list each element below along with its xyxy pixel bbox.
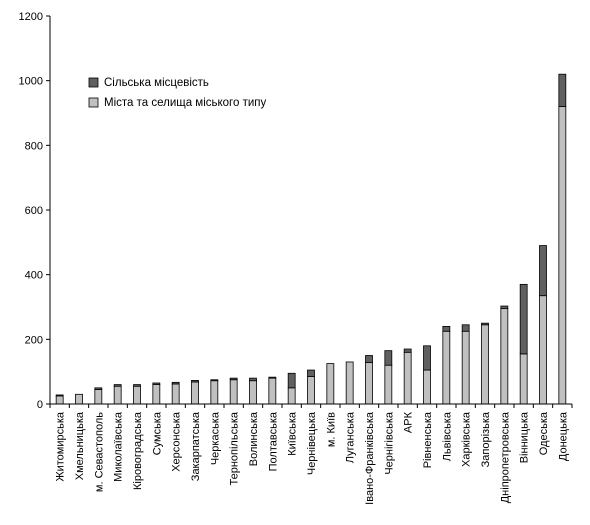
bar-urban [287,387,296,405]
x-category-label: Житомирська [55,411,67,481]
bar-urban [500,308,509,405]
bar-rural [481,322,489,326]
y-axis: 0 200 400 600 800 1000 1200 [19,11,51,411]
bar-urban [113,385,122,405]
x-category-label: Донецька [557,411,569,461]
legend: Сільська місцевість Міста та селища міськ… [88,77,267,109]
x-category-label: Черкаська [209,411,221,465]
x-category-label: Київська [287,411,299,456]
x-category-label: Херсонська [171,411,183,472]
y-tick-label: 1200 [19,11,43,23]
bar-urban [210,380,219,405]
x-category-label: Миколаївська [113,411,125,482]
bar-urban [558,106,567,405]
bar-rural [113,384,122,387]
x-category-label: Запорізька [480,411,492,467]
x-category-label: Полтавська [267,411,279,471]
bar-urban [519,353,528,405]
bar-urban [345,361,354,405]
x-axis: Житомирська Хмельницька м. Севастополь Мико… [49,403,573,505]
x-category-label: Івано-Франківська [364,411,376,505]
bar-urban [423,369,431,405]
x-category-label: Чернігівська [383,411,395,475]
x-category-label: АРК [403,411,415,433]
bar-urban [307,376,315,405]
y-tick-label: 400 [25,270,43,282]
bar-rural [152,382,161,386]
bar-rural [55,394,64,397]
bar-urban [94,389,103,405]
bar-rural [519,283,528,355]
legend-label: Сільська місцевість [104,77,209,89]
bar-rural [287,372,296,389]
bar-urban [403,351,412,405]
bar-urban [481,324,489,405]
bar-rural [191,379,199,383]
bar-urban [442,330,451,405]
x-category-label: Луганська [345,411,357,463]
x-category-label: Закарпатська [190,411,202,481]
bar-urban [365,362,373,405]
bar-urban [55,395,64,405]
x-category-label: Тернопільська [229,411,241,485]
bar-urban [384,364,393,405]
x-category-label: Рівненська [422,411,434,468]
bar-rural [94,387,103,390]
x-category-label: Кіровоградська [132,411,144,490]
bar-rural [133,384,141,387]
bar-rural [249,377,257,382]
x-category-label: Сумська [151,411,163,455]
bar-urban [539,295,547,405]
bar-rural [500,305,509,310]
x-category-label: Чернівецька [306,411,318,475]
y-tick-label: 200 [25,334,43,346]
legend-swatch [88,77,99,88]
bar-rural [461,324,470,332]
x-category-label: Хмельницька [74,411,86,480]
bar-urban [75,393,83,405]
bar-rural [558,73,567,107]
bar-rural [171,381,180,385]
y-tick-label: 0 [37,399,43,411]
bar-urban [229,379,238,405]
bar-urban [133,385,141,405]
bar-rural [210,379,219,382]
y-tick-label: 1000 [19,76,43,88]
bar-rural [365,355,373,364]
x-category-label: Вінницька [519,411,531,463]
x-category-label: Одеська [538,411,550,455]
y-tick-label: 800 [25,140,43,152]
y-tick-label: 600 [25,205,43,217]
bar-urban [191,381,199,405]
x-category-label: м. Севастополь [93,412,105,492]
bar-rural [403,348,412,353]
x-category-label: м. Київ [325,412,337,447]
legend-swatch [88,97,99,108]
bar-rural [268,376,277,379]
bar-urban [171,383,180,405]
bar-urban [461,330,470,405]
x-category-label: Дніпропетровська [499,411,511,503]
bar-urban [326,363,335,405]
bar-rural [423,345,431,371]
x-category-label: Харківська [461,411,473,467]
x-category-label: Волинська [248,411,260,466]
x-category-label: Львівська [441,411,453,461]
bars [55,73,567,405]
bar-urban [268,377,277,405]
bar-urban [249,380,257,405]
bar-rural [307,369,315,377]
bar-rural [384,350,393,366]
legend-label: Міста та селища міського типу [104,97,267,109]
bar-urban [152,384,161,405]
bar-rural [229,377,238,381]
bar-rural [539,245,547,297]
bar-rural [442,325,451,332]
